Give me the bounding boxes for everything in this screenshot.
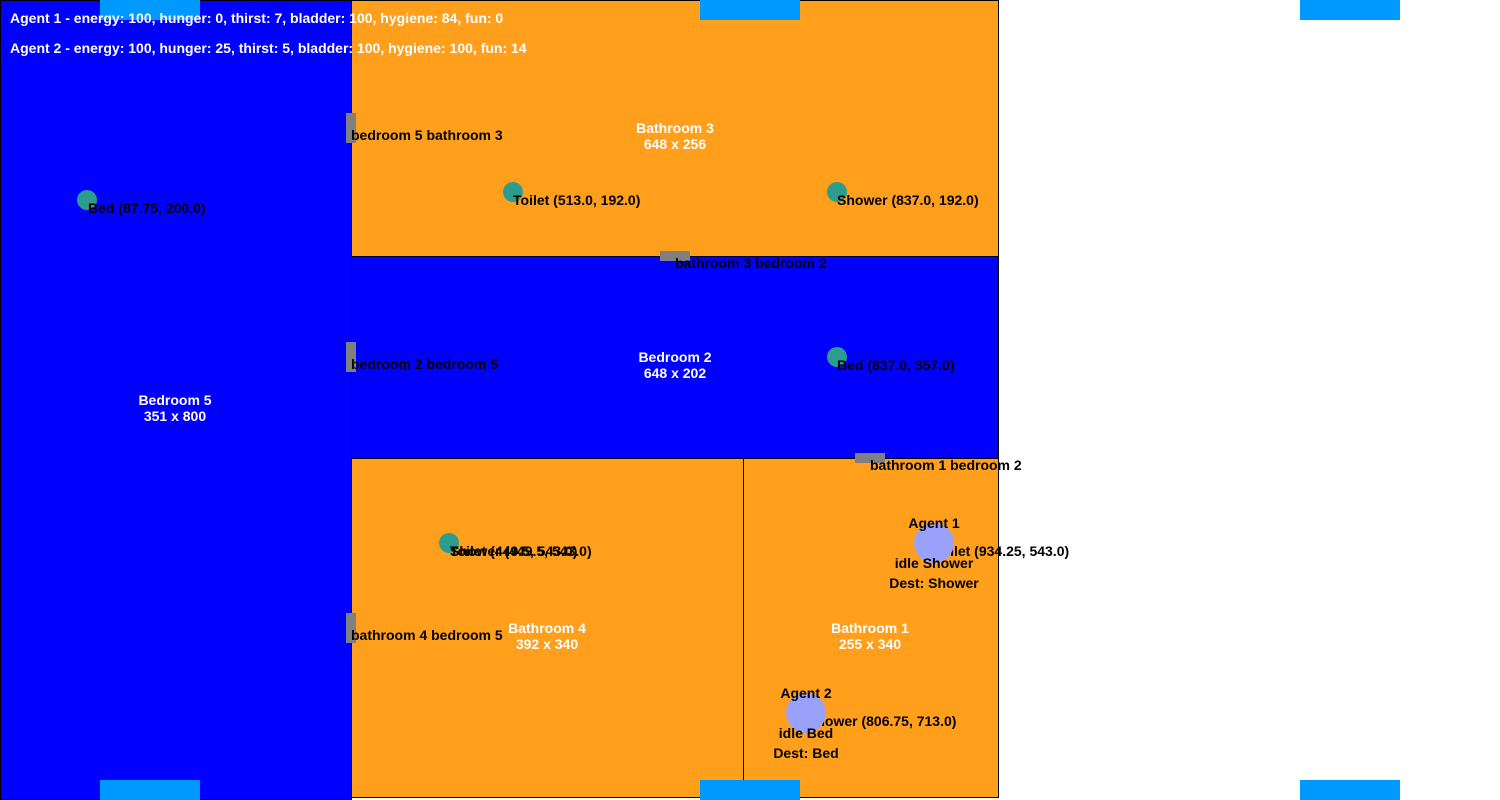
spawn-marker	[100, 780, 200, 800]
spawn-marker	[100, 0, 200, 20]
room-size: 392 x 340	[515, 636, 579, 652]
object-label: Toilet (934.25, 543.0)	[934, 543, 1070, 559]
spawn-marker	[700, 780, 800, 800]
room-name: Bathroom 1	[831, 620, 909, 636]
room-size: 648 x 256	[643, 136, 707, 152]
door-label: bedroom 2 bedroom 5	[351, 356, 499, 372]
toilet-object[interactable]	[439, 533, 459, 553]
object-label: Shower (449.5, 543.0)	[450, 543, 592, 559]
agent-1-status: Agent 1 - energy: 100, hunger: 0, thirst…	[10, 10, 504, 26]
object-label: Bed (837.0, 357.0)	[837, 357, 955, 373]
object-label: Shower (837.0, 192.0)	[837, 192, 979, 208]
agent-2-name: Agent 2	[780, 685, 832, 701]
agent-2-dest: Dest: Bed	[773, 745, 839, 761]
door-label: bathroom 1 bedroom 2	[870, 457, 1022, 473]
object-label: Toilet (513.0, 192.0)	[513, 192, 641, 208]
room-label-bathroom-3: Bathroom 3 648 x 256	[636, 120, 714, 152]
door-bathroom1-bedroom2[interactable]	[855, 453, 885, 463]
shower-object[interactable]	[827, 182, 847, 202]
room-bathroom-1	[743, 458, 999, 798]
door-bedroom2-bedroom5[interactable]	[346, 342, 356, 372]
room-name: Bedroom 2	[638, 349, 712, 365]
door-label: bathroom 3 bedroom 2	[675, 255, 827, 271]
agent-1-name: Agent 1	[908, 515, 960, 531]
room-label-bathroom-1: Bathroom 1 255 x 340	[831, 620, 909, 652]
room-label-bedroom-5: Bedroom 5 351 x 800	[138, 392, 211, 424]
door-label: bedroom 5 bathroom 3	[351, 127, 503, 143]
agent-1-marker[interactable]	[914, 523, 954, 563]
room-size: 648 x 202	[643, 365, 707, 381]
room-bedroom-5	[0, 0, 352, 800]
spawn-marker	[700, 0, 800, 20]
door-bedroom5-bathroom3[interactable]	[346, 113, 356, 143]
room-label-bathroom-4: Bathroom 4 392 x 340	[508, 620, 586, 652]
agent-2-status: Agent 2 - energy: 100, hunger: 25, thirs…	[10, 40, 527, 56]
agent-1-state: idle Shower	[894, 555, 974, 571]
room-bathroom-3	[351, 0, 999, 257]
door-label: bathroom 4 bedroom 5	[351, 627, 503, 643]
room-name: Bathroom 4	[508, 620, 586, 636]
door-bathroom4-bedroom5[interactable]	[346, 613, 356, 643]
spawn-marker	[1300, 780, 1400, 800]
room-size: 351 x 800	[143, 408, 207, 424]
door-bathroom3-bedroom2[interactable]	[660, 251, 690, 261]
agent-2-marker[interactable]	[786, 693, 826, 733]
room-size: 255 x 340	[838, 636, 902, 652]
bed-object[interactable]	[77, 190, 97, 210]
room-name: Bedroom 5	[138, 392, 212, 408]
agent-2-state: idle Bed	[778, 725, 834, 741]
object-label: Bed (87.75, 200.0)	[88, 200, 206, 216]
spawn-marker	[1300, 0, 1400, 20]
toilet-object[interactable]	[503, 182, 523, 202]
room-bathroom-4	[351, 458, 744, 798]
agent-1-dest: Dest: Shower	[889, 575, 979, 591]
bed-object[interactable]	[827, 347, 847, 367]
room-name: Bathroom 3	[636, 120, 714, 136]
object-label: Toilet (449.5, 543.0)	[450, 543, 578, 559]
object-label: Shower (806.75, 713.0)	[807, 713, 957, 729]
room-label-bedroom-2: Bedroom 2 648 x 202	[638, 349, 711, 381]
